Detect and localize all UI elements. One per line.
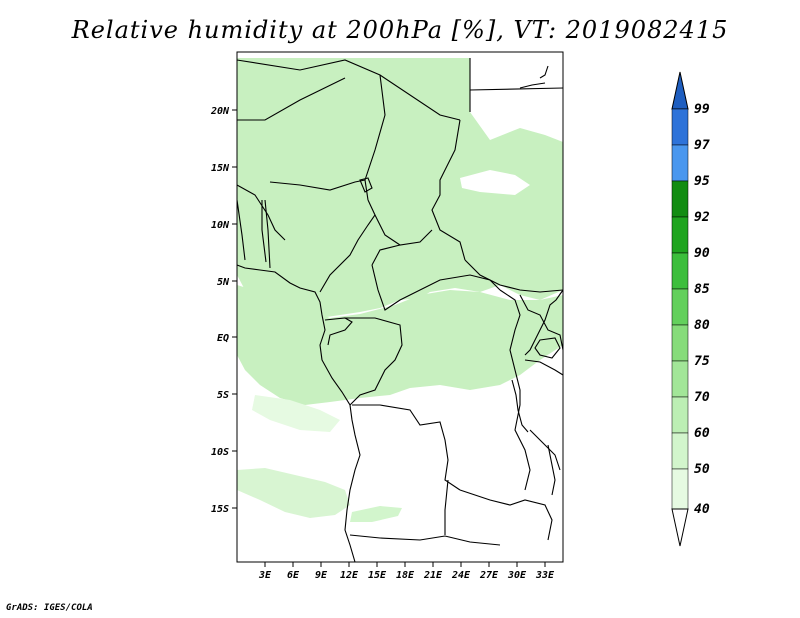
y-tick-label: EQ <box>217 333 229 344</box>
nile-delta-coast <box>520 83 545 88</box>
red-sea-coast <box>540 66 548 78</box>
colorbar-label: 99 <box>694 102 710 117</box>
colorbar-label: 90 <box>694 246 710 261</box>
colorbar-label: 85 <box>694 282 710 297</box>
colorbar-segment <box>672 217 688 253</box>
colorbar-segment <box>672 289 688 325</box>
x-tick-label: 15E <box>368 570 387 581</box>
x-tick-label: 6E <box>287 570 300 581</box>
colorbar-top-arrow <box>672 72 688 109</box>
x-tick-label: 12E <box>340 570 359 581</box>
y-tick-label: 5S <box>217 390 229 401</box>
colorbar-segment <box>672 325 688 361</box>
x-tick-label: 30E <box>507 570 527 581</box>
colorbar-segment <box>672 145 688 181</box>
x-tick-label: 21E <box>423 570 443 581</box>
x-tick-label: 24E <box>451 570 471 581</box>
colorbar-label: 40 <box>694 502 710 517</box>
colorbar-segment <box>672 469 688 509</box>
colorbar-label: 92 <box>694 210 710 225</box>
border-angola-namibia <box>350 535 500 545</box>
y-tick-label: 15N <box>211 163 230 174</box>
border-tanzania-south <box>530 430 560 470</box>
credit-label: GrADS: IGES/COLA <box>6 603 93 613</box>
border-drc-angola <box>352 405 460 490</box>
colorbar-label: 97 <box>694 138 710 153</box>
x-ticks <box>265 562 545 567</box>
border-zambia-south <box>460 490 552 540</box>
x-tick-label: 18E <box>396 570 415 581</box>
colorbar-label: 60 <box>694 426 710 441</box>
y-axis: 20N 15N 10N 5N EQ 5S 10S 15S <box>210 106 237 515</box>
y-tick-label: 10S <box>211 447 229 458</box>
x-tick-label: 9E <box>315 570 328 581</box>
x-tick-label: 3E <box>258 570 272 581</box>
colorbar-label: 95 <box>694 174 710 189</box>
x-tick-label: 27E <box>479 570 499 581</box>
colorbar-segment <box>672 361 688 397</box>
border-sudan-north <box>470 88 563 90</box>
x-axis: 3E 6E 9E 12E 15E 18E 21E 24E 27E 30E 33E <box>258 562 555 581</box>
colorbar-segment <box>672 109 688 145</box>
humidity-field-southwest <box>237 468 350 518</box>
border-angola-zambia <box>445 480 448 535</box>
x-tick-label: 33E <box>535 570 555 581</box>
y-tick-label: 5N <box>217 277 230 288</box>
colorbar-label: 50 <box>694 462 710 477</box>
colorbar: 99 97 95 92 90 85 80 75 70 60 50 40 <box>672 72 710 546</box>
humidity-shading <box>237 58 563 522</box>
colorbar-label: 80 <box>694 318 710 333</box>
colorbar-segment <box>672 253 688 289</box>
y-ticks <box>232 110 237 508</box>
colorbar-bottom-arrow <box>672 509 688 546</box>
y-tick-label: 20N <box>210 106 230 117</box>
colorbar-segment <box>672 433 688 469</box>
colorbar-segment <box>672 397 688 433</box>
y-tick-label: 15S <box>211 504 229 515</box>
colorbar-label: 75 <box>694 354 710 369</box>
humidity-field-south-band <box>350 506 402 522</box>
colorbar-label: 70 <box>694 390 710 405</box>
y-tick-label: 10N <box>211 220 230 231</box>
lake-malawi <box>548 445 555 495</box>
colorbar-segment <box>672 181 688 217</box>
